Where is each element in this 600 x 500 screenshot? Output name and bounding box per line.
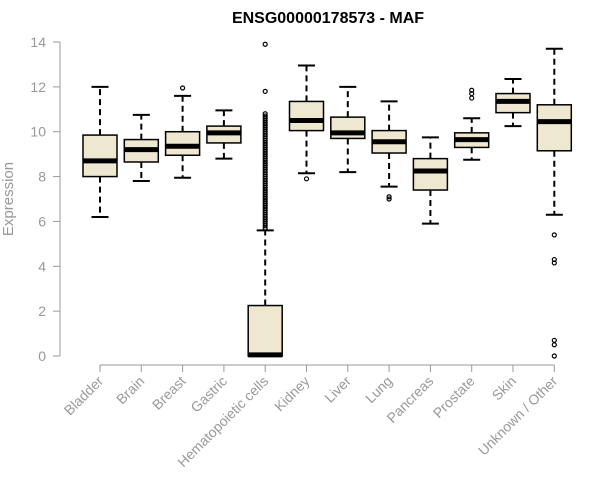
outlier-point — [551, 256, 557, 263]
y-tick-label: 10 — [30, 124, 46, 140]
chart-title: ENSG00000178573 - MAF — [232, 10, 424, 27]
outlier-point — [262, 113, 268, 119]
y-tick-label: 14 — [30, 34, 46, 50]
y-tick-label: 6 — [38, 213, 46, 229]
outlier-point — [386, 194, 392, 200]
box-iqr — [412, 157, 449, 191]
x-tick-label: Liver — [321, 373, 354, 406]
x-tick-label: Prostate — [430, 373, 478, 421]
box-iqr — [247, 304, 283, 357]
y-tick-label: 8 — [38, 169, 46, 185]
box-pancreas — [412, 136, 449, 225]
y-tick-label: 12 — [30, 79, 46, 95]
outlier-point — [262, 41, 268, 47]
box-brain — [123, 113, 160, 183]
y-axis: 0 2 4 6 8 10 12 14 — [30, 34, 61, 364]
boxes — [82, 41, 573, 359]
box-bladder — [82, 85, 118, 218]
box-iqr — [164, 130, 201, 157]
box-iqr — [536, 104, 573, 152]
box-lung — [371, 100, 407, 202]
x-tick-label: Breast — [149, 373, 189, 413]
box-skin — [495, 78, 531, 128]
box-iqr — [82, 134, 118, 178]
y-axis-label: Expression — [0, 162, 17, 236]
box-breast — [164, 85, 201, 179]
box-gastric — [206, 109, 242, 160]
outlier-point — [551, 353, 557, 359]
outlier-point — [551, 337, 557, 343]
x-tick-label: Brain — [113, 373, 147, 407]
box-kidney — [288, 64, 325, 182]
outlier-point — [262, 88, 268, 94]
outlier-point — [180, 85, 186, 91]
x-tick-label: Kidney — [271, 373, 313, 415]
box-hematopoietic-cells — [247, 41, 283, 358]
outlier-point — [551, 342, 557, 348]
y-tick-label: 2 — [38, 303, 46, 319]
outlier-point — [469, 95, 475, 101]
box-iqr — [288, 100, 325, 132]
outlier-point — [469, 87, 475, 93]
x-tick-label: Lung — [362, 373, 395, 406]
box-liver — [330, 85, 366, 174]
x-tick-label: Bladder — [61, 373, 107, 419]
outlier-point — [303, 176, 310, 182]
box-prostate — [453, 87, 490, 161]
outlier-point — [469, 90, 475, 97]
x-tick-label: Skin — [489, 373, 520, 404]
box-unknown-other — [536, 47, 573, 359]
y-tick-label: 4 — [38, 258, 46, 274]
outlier-point — [386, 196, 392, 202]
outlier-point — [551, 232, 557, 238]
outlier-point — [262, 111, 268, 117]
y-tick-label: 0 — [38, 348, 46, 364]
outlier-point — [551, 260, 557, 266]
